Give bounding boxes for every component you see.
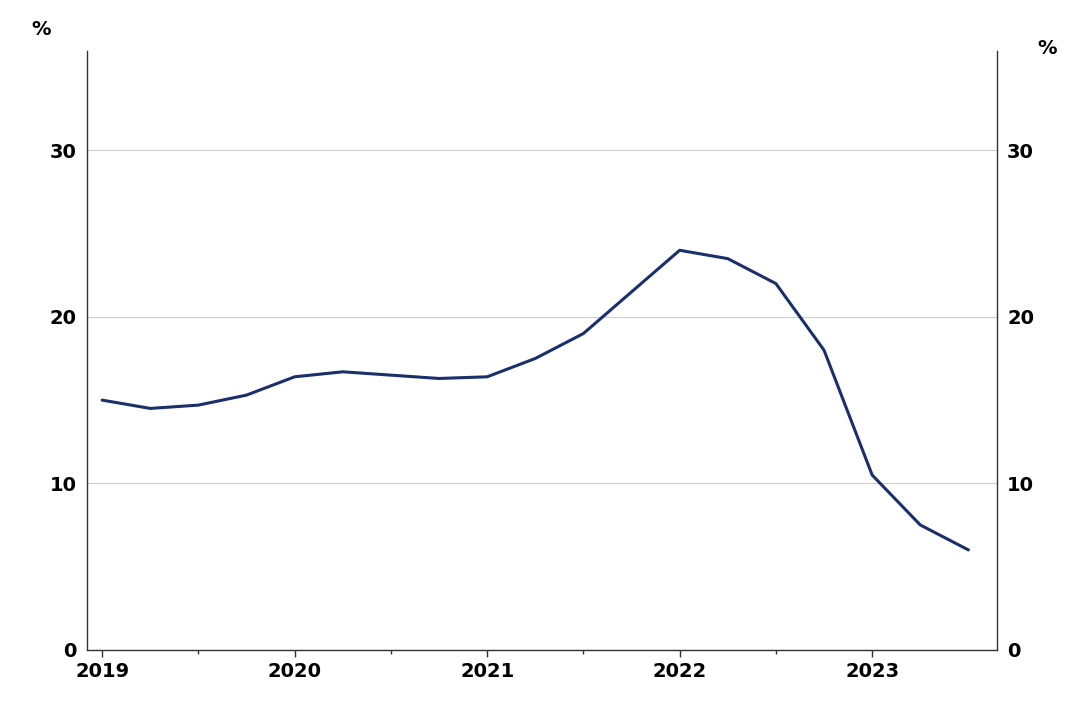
Y-axis label: %: % [1037,38,1057,58]
Y-axis label: %: % [31,19,51,38]
